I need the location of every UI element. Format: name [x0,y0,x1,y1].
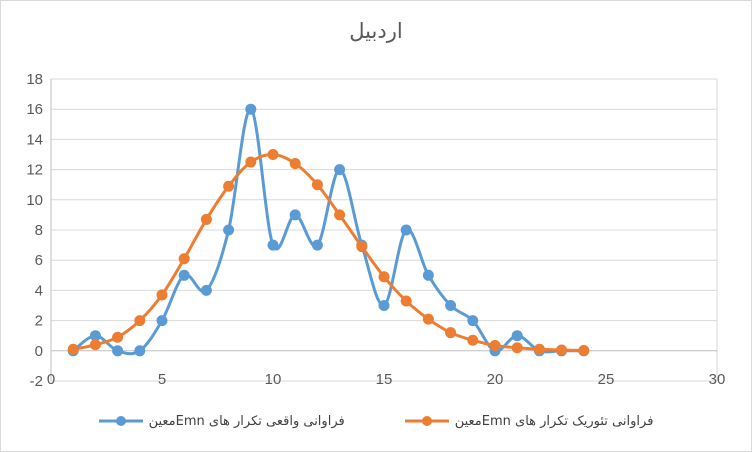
x-tick-label: 25 [598,371,615,388]
data-point [578,344,590,356]
data-point [511,342,523,354]
data-point [311,239,323,251]
legend-marker [404,416,449,426]
data-point [311,179,323,191]
data-point [112,331,124,343]
data-point [200,284,212,296]
y-tick-label: 8 [35,222,43,239]
y-tick-label: 0 [35,343,43,360]
data-point [378,300,390,311]
data-point [511,330,523,342]
data-point [400,295,412,307]
data-point [178,269,190,281]
y-tick-label: 2 [35,313,43,330]
series-theoretical [67,149,590,356]
data-point [467,334,479,346]
x-tick-label: 20 [487,371,504,388]
data-point [489,340,501,352]
y-tick-label: 12 [26,162,43,179]
y-tick-label: 14 [26,131,43,148]
data-point [156,315,168,327]
data-point [245,103,257,115]
data-point [223,224,235,236]
x-tick-label: 5 [158,371,166,388]
data-point [289,209,301,221]
legend-label: فراوانی واقعی تکرار های Emnمعین [148,413,345,429]
y-tick-label: 10 [26,192,43,209]
data-point [178,253,190,265]
data-point [289,158,301,170]
legend-dot [421,416,432,426]
data-point [89,339,101,351]
data-point [556,344,568,356]
data-point [67,343,79,355]
data-point [267,239,279,251]
data-point [422,313,434,325]
data-point [356,241,368,253]
data-point [89,330,101,342]
data-point [467,315,479,327]
data-point [134,345,146,357]
data-point [400,224,412,236]
legend-item: فراوانی واقعی تکرار های Emnمعین [98,413,345,429]
data-point [378,271,390,283]
data-point [223,180,235,192]
y-tick-label: -2 [30,373,43,390]
series-layer [67,103,590,357]
data-point [245,156,257,168]
legend-dot [115,416,126,426]
x-tick-label: 10 [265,371,282,388]
data-point [134,315,146,327]
y-tick-label: 16 [26,101,43,118]
x-tick-label: 15 [376,371,393,388]
data-point [533,343,545,355]
y-tick-label: 18 [26,71,43,88]
data-point [334,209,346,221]
y-tick-label: 6 [35,252,43,269]
legend-item: فراوانی تئوریک تکرار های Emnمعین [404,413,654,429]
data-point [334,164,346,176]
x-tick-label: 30 [709,371,726,388]
data-point [445,300,457,311]
data-point [156,289,168,301]
legend-label: فراوانی تئوریک تکرار های Emnمعین [454,413,654,429]
data-point [112,345,124,357]
data-point [267,149,279,160]
y-tick-label: 4 [35,282,43,299]
chart-title: اردبیل [349,19,403,43]
legend-marker [98,416,143,426]
legend: فراوانی واقعی تکرار های Emnمعین فراوانی ت… [1,406,751,436]
data-point [422,269,434,281]
data-point [200,213,212,225]
data-point [445,327,457,339]
series-line [72,107,584,356]
axes [50,79,717,381]
x-tick-label: 0 [47,371,55,388]
